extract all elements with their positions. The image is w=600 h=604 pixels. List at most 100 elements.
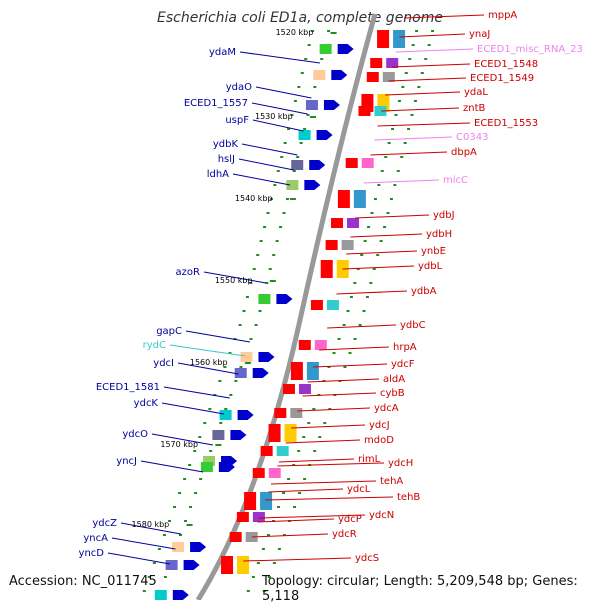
tick-mark (404, 72, 408, 74)
gene-block (306, 362, 319, 380)
tick-mark (173, 506, 177, 508)
tick-mark (389, 198, 393, 200)
tick-mark (259, 240, 263, 242)
gene-label-right: ydcP (338, 514, 362, 525)
tick-mark (293, 100, 297, 102)
tick-mark (427, 44, 431, 46)
tick-mark (282, 534, 286, 536)
label-leader-line (268, 488, 344, 493)
tick-mark (337, 338, 341, 340)
tick-mark (157, 548, 161, 550)
gene-block (393, 30, 406, 48)
gene-block (237, 556, 250, 574)
tick-mark (287, 478, 291, 480)
reverse-gene-arrow (190, 542, 207, 552)
gene-label-right: ydbJ (433, 210, 455, 221)
gene-block (276, 446, 289, 456)
label-leader-line (377, 122, 471, 127)
tick-mark (266, 212, 270, 214)
reverse-gene-arrow (172, 590, 189, 600)
forward-gene-block (377, 30, 390, 48)
forward-gene-block (358, 106, 371, 116)
tick-mark (297, 450, 301, 452)
gene-label-right: ydcJ (369, 420, 390, 431)
gene-label-right: ydcA (374, 403, 399, 414)
tick-mark (285, 198, 289, 200)
tick-mark (313, 86, 317, 88)
label-leader-line (252, 119, 304, 132)
tick-mark (277, 548, 281, 550)
tick-mark (356, 268, 360, 270)
tick-mark (358, 324, 362, 326)
tick-mark (343, 366, 347, 368)
tick-mark (254, 324, 258, 326)
gene-block (268, 468, 281, 478)
tick-mark (219, 422, 223, 424)
reverse-gene-arrow (323, 100, 340, 110)
accession-text: Accession: NC_011745 (9, 574, 157, 589)
tick-mark (280, 156, 284, 158)
gene-block (305, 100, 318, 110)
forward-gene-block (310, 300, 323, 310)
tick-mark (393, 184, 397, 186)
tick-mark (147, 576, 151, 578)
forward-gene-block (244, 492, 257, 510)
label-leader-line (111, 537, 176, 550)
tick-mark (303, 478, 307, 480)
tick-mark (189, 506, 193, 508)
gene-label-left: ydcO (122, 429, 148, 440)
label-leader-line (120, 522, 181, 535)
tick-mark (184, 520, 187, 522)
tick-mark (369, 282, 373, 284)
tick-mark (282, 492, 286, 494)
tick-mark (152, 562, 156, 564)
tick-mark (188, 464, 192, 466)
tick-mark (376, 254, 380, 256)
gene-block (313, 70, 326, 80)
tick-mark (318, 436, 322, 438)
kbp-tick (310, 116, 317, 118)
gene-label-left: rydC (143, 340, 166, 351)
tick-mark (198, 436, 202, 438)
forward-gene-block (260, 446, 273, 456)
tick-mark (348, 352, 352, 354)
gene-block (165, 560, 178, 570)
label-leader-line (399, 33, 466, 38)
reverse-gene-arrow (337, 44, 354, 54)
tick-mark (367, 226, 371, 228)
label-leader-line (374, 136, 453, 141)
tick-mark (391, 128, 395, 130)
tick-mark (193, 450, 197, 452)
tick-mark (249, 282, 253, 284)
kbp-marker: 1530 kbp (255, 112, 293, 121)
kbp-tick (289, 198, 296, 200)
tick-mark (282, 212, 286, 214)
tick-mark (302, 436, 306, 438)
tick-mark (242, 310, 246, 312)
tick-mark (342, 324, 346, 326)
gene-label-left: azoR (176, 267, 200, 278)
gene-label-left: gapC (156, 326, 182, 337)
gene-block (203, 456, 216, 466)
label-leader-line (404, 14, 485, 19)
tick-mark (349, 296, 353, 298)
tick-mark (268, 268, 272, 270)
tick-mark (292, 170, 296, 172)
kbp-tick (215, 444, 222, 446)
reverse-gene-arrow (331, 70, 348, 80)
tick-mark (306, 114, 310, 116)
label-leader-line (297, 407, 371, 412)
tick-mark (203, 422, 207, 424)
gene-label-right: mdoD (364, 435, 394, 446)
gene-block (353, 190, 366, 208)
label-leader-line (151, 433, 213, 446)
forward-gene-block (345, 158, 358, 168)
gene-label-left: ydbK (213, 139, 239, 150)
forward-gene-block (221, 556, 234, 574)
tick-mark (272, 562, 276, 564)
label-leader-line (363, 179, 440, 184)
gene-label-left: ydcK (134, 398, 159, 409)
gene-label-right: micC (443, 175, 468, 186)
reverse-gene-arrow (183, 560, 200, 570)
tick-mark (292, 464, 296, 466)
